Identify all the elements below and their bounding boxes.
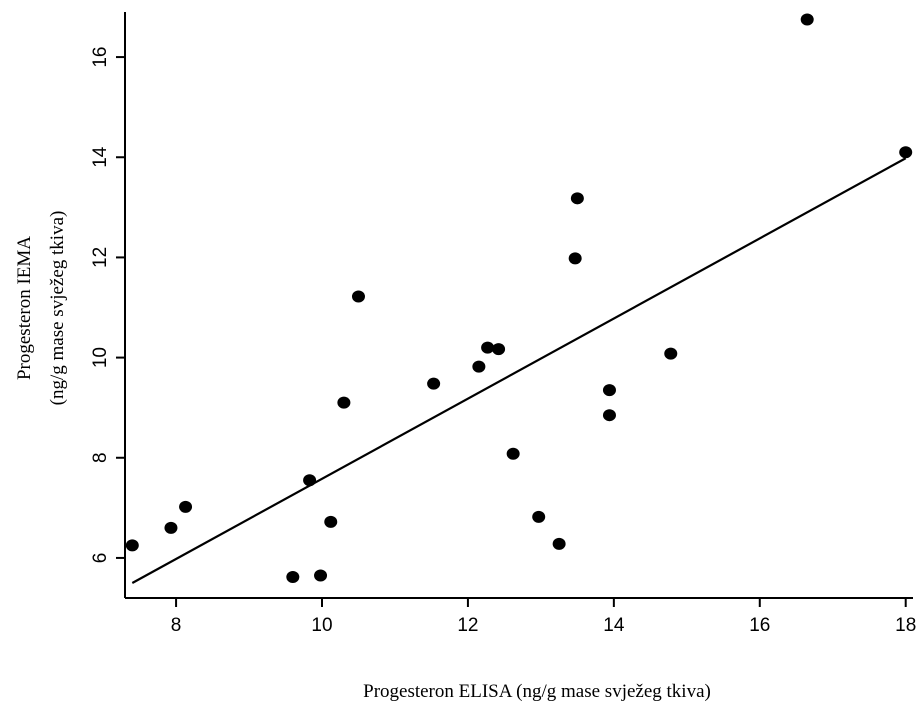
y-tick-label: 12: [90, 247, 111, 268]
x-tick-label: 8: [171, 615, 182, 636]
data-point: [506, 447, 520, 460]
data-point: [164, 521, 178, 534]
axes: [124, 12, 913, 599]
x-axis-title: Progesteron ELISA (ng/g mase svježeg tki…: [363, 681, 711, 702]
data-point: [303, 474, 317, 487]
data-point: [899, 146, 913, 159]
regression-line-group: [131, 157, 907, 584]
data-point: [179, 500, 193, 513]
y-axis-title-line1: Progesteron IEMA: [14, 236, 35, 380]
y-axis-title-line2: (ng/g mase svježeg tkiva): [47, 211, 68, 406]
x-tick-label: 10: [311, 615, 332, 636]
data-point: [351, 290, 365, 303]
data-point: [664, 347, 678, 360]
y-tick-label: 14: [90, 146, 111, 168]
data-points: [125, 13, 913, 583]
regression-line: [131, 157, 907, 584]
x-tick-label: 12: [457, 615, 478, 636]
data-point: [552, 537, 566, 550]
data-point: [568, 252, 582, 265]
data-point: [427, 377, 441, 390]
data-point: [481, 341, 495, 354]
data-point: [800, 13, 814, 26]
data-point: [125, 539, 139, 552]
y-tick-label: 16: [90, 47, 111, 68]
y-tick-label: 6: [90, 553, 111, 564]
x-ticks: 8 10 12 14 16 18: [171, 598, 916, 636]
x-tick-label: 16: [749, 615, 770, 636]
data-point: [314, 569, 328, 582]
data-point: [532, 510, 546, 523]
data-point: [492, 343, 506, 356]
data-point: [324, 515, 338, 528]
y-tick-label: 10: [90, 347, 111, 368]
data-point: [472, 360, 486, 373]
data-point: [286, 570, 300, 583]
data-point: [337, 396, 351, 409]
data-point: [602, 409, 616, 422]
y-tick-label: 8: [90, 452, 111, 463]
data-point: [602, 384, 616, 397]
x-tick-label: 14: [603, 615, 625, 636]
data-point: [570, 192, 584, 205]
y-ticks: 6 8 10 12 14 16: [90, 47, 125, 564]
x-tick-label: 18: [895, 615, 916, 636]
